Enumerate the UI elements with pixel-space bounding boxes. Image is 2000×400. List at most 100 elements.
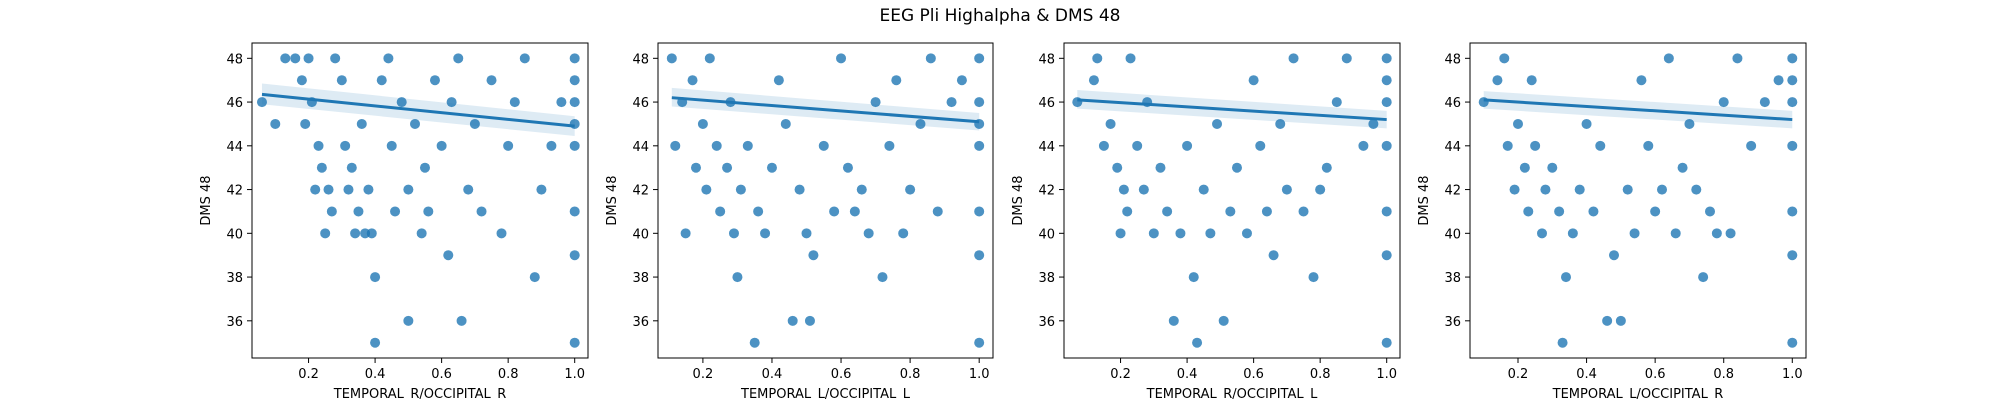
data-point: [898, 228, 909, 239]
data-point: [1509, 184, 1520, 195]
data-point: [1368, 118, 1379, 129]
data-point: [760, 228, 771, 239]
data-point: [794, 184, 805, 195]
data-point: [753, 206, 764, 217]
data-point: [1255, 140, 1266, 151]
data-point: [1540, 184, 1551, 195]
data-point: [456, 315, 467, 326]
data-point: [1155, 162, 1166, 173]
data-point: [303, 53, 314, 64]
data-point: [773, 75, 784, 86]
data-point: [735, 184, 746, 195]
x-tick-label: 0.4: [365, 367, 386, 382]
data-point: [366, 228, 377, 239]
data-point: [1513, 118, 1523, 129]
data-point: [690, 162, 701, 173]
data-point: [330, 53, 341, 64]
data-point: [836, 53, 847, 64]
y-tick-label: 38: [1444, 271, 1461, 286]
data-point: [1112, 162, 1123, 173]
data-point: [856, 184, 867, 195]
x-tick-label: 1.0: [564, 367, 585, 382]
data-point: [1122, 206, 1133, 217]
data-point: [316, 162, 327, 173]
data-point: [1773, 75, 1784, 86]
data-point: [749, 337, 760, 348]
data-point: [509, 97, 520, 108]
data-point: [1381, 97, 1392, 108]
data-point: [1622, 184, 1633, 195]
data-point: [1088, 75, 1099, 86]
data-point: [1705, 206, 1715, 217]
data-point: [476, 206, 487, 217]
x-tick-label: 0.6: [431, 367, 452, 382]
data-point: [556, 97, 567, 108]
x-tick-label: 0.2: [298, 367, 319, 382]
x-tick-label: 0.4: [762, 367, 783, 382]
data-point: [1381, 250, 1392, 261]
data-point: [569, 97, 580, 108]
data-point: [701, 184, 712, 195]
data-point: [1132, 140, 1143, 151]
data-point: [974, 53, 985, 64]
data-point: [766, 162, 777, 173]
data-point: [1663, 53, 1674, 64]
data-point: [453, 53, 464, 64]
data-point: [403, 184, 414, 195]
y-tick-label: 44: [226, 140, 243, 155]
data-point: [1650, 206, 1661, 217]
data-point: [1684, 118, 1695, 129]
data-point: [443, 250, 454, 261]
x-tick-label: 0.8: [900, 367, 921, 382]
data-point: [363, 184, 374, 195]
data-point: [1381, 53, 1392, 64]
data-point: [1787, 75, 1798, 86]
data-point: [320, 228, 331, 239]
x-axis-label: TEMPORAL_R/OCCIPITAL_L: [1146, 387, 1318, 400]
data-point: [256, 97, 267, 108]
data-point: [1526, 75, 1537, 86]
data-point: [336, 75, 347, 86]
data-point: [569, 337, 580, 348]
data-point: [1691, 184, 1702, 195]
axes-frame: [1063, 42, 1401, 359]
regression-line: [1483, 98, 1793, 122]
scatter-points: [666, 53, 985, 348]
data-point: [1574, 184, 1585, 195]
x-tick-label: 1.0: [969, 367, 990, 382]
x-tick-label: 1.0: [1782, 367, 1803, 382]
data-point: [1205, 228, 1216, 239]
y-tick-label: 38: [226, 271, 243, 286]
chart-panel-2: 0.2 0.4 0.6 0.8 1.0 36 38 40 42 44 46 48 TEMPORAL_L/…: [605, 42, 994, 400]
data-point: [529, 272, 540, 283]
data-point: [569, 206, 580, 217]
scatter-points: [1072, 53, 1392, 348]
data-point: [1138, 184, 1149, 195]
data-point: [742, 140, 753, 151]
y-tick-label: 38: [1038, 271, 1055, 286]
data-point: [310, 184, 321, 195]
data-point: [974, 206, 985, 217]
data-point: [1670, 228, 1681, 239]
data-point: [1212, 118, 1223, 129]
data-point: [1643, 140, 1654, 151]
data-point: [1281, 184, 1292, 195]
data-point: [1268, 250, 1279, 261]
data-point: [326, 206, 337, 217]
chart-panel-3: 0.2 0.4 0.6 0.8 1.0 36 38 40 42 44 46 48 TEMPORAL_R/…: [1011, 42, 1401, 400]
data-point: [1530, 140, 1541, 151]
data-point: [1554, 206, 1565, 217]
y-axis-label: DMS 48: [199, 175, 214, 225]
data-point: [891, 75, 902, 86]
data-point: [974, 250, 985, 261]
axes-frame: [657, 42, 994, 359]
y-tick-label: 42: [226, 184, 243, 199]
data-point: [1732, 53, 1743, 64]
data-point: [1537, 228, 1547, 239]
data-point: [1519, 162, 1530, 173]
data-point: [842, 162, 853, 173]
x-tick-label: 0.4: [1177, 367, 1198, 382]
data-point: [711, 140, 722, 151]
data-point: [436, 140, 447, 151]
data-point: [1275, 118, 1286, 129]
